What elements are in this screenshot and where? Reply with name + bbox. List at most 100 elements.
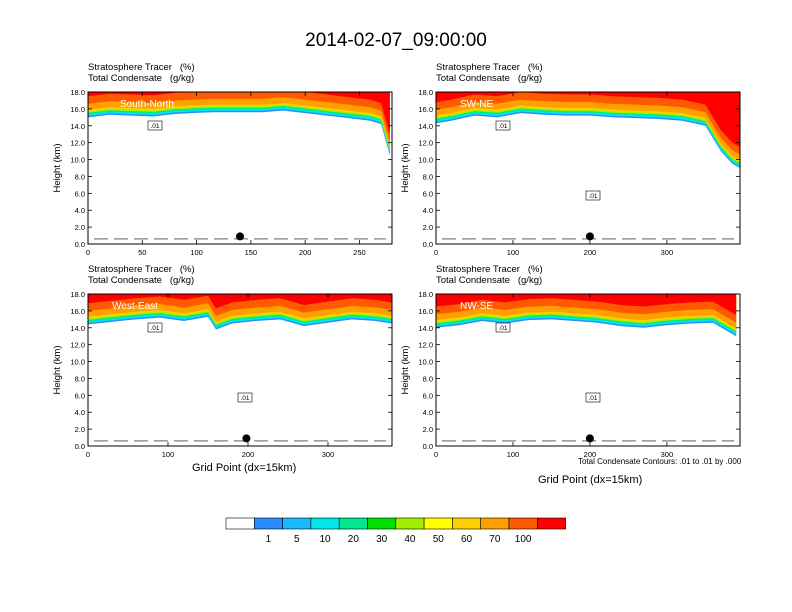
y-tick-label: 4.0: [75, 408, 85, 417]
y-tick-label: 0.0: [75, 442, 85, 451]
x-tick-label: 0: [86, 450, 90, 459]
y-tick-label: 14.0: [70, 122, 85, 131]
plot-frame: [87, 293, 393, 447]
location-marker: [236, 232, 244, 241]
contour-label: .01: [498, 325, 507, 332]
contour-label: .01: [498, 123, 507, 130]
y-tick-label: 18.0: [418, 88, 433, 97]
y-tick-label: 18.0: [70, 290, 85, 299]
panel-2: 0.0 2.0 4.0 6.0 8.0 10.0 12.0 14.0 16.0 18.0 0 100 2…: [400, 88, 741, 257]
y-tick-label: 0.0: [423, 240, 433, 249]
panel-3-xlabel: Grid Point (dx=15km): [192, 462, 297, 474]
y-tick-label: 4.0: [423, 206, 433, 215]
colorbar-swatch: [338, 517, 368, 530]
x-tick-label: 0: [434, 248, 438, 257]
contour-label: .01: [588, 395, 597, 402]
y-tick-label: 12.0: [70, 139, 85, 148]
y-tick-label: 12.0: [70, 341, 85, 350]
colorbar-swatch: [282, 517, 312, 530]
x-tick-label: 200: [584, 450, 597, 459]
y-tick-label: 16.0: [418, 105, 433, 114]
y-axis-label: Height (km): [52, 345, 63, 394]
tracer-band: [436, 92, 740, 147]
direction-label: NW-SE: [460, 301, 493, 312]
y-tick-label: 6.0: [75, 189, 85, 198]
plot-frame: [87, 91, 393, 245]
contour-label-box: [585, 392, 601, 403]
plot-frame: [435, 293, 741, 447]
y-axis-label: Height (km): [400, 143, 411, 192]
panel-3: 0.0 2.0 4.0 6.0 8.0 10.0 12.0 14.0 16.0 18.0 0 100 2…: [52, 290, 393, 459]
colorbar-label: 70: [489, 534, 501, 545]
contour-label: .01: [588, 193, 597, 200]
colorbar-label: 5: [293, 534, 300, 545]
x-tick-label: 300: [661, 248, 674, 257]
contour-label-box: [585, 190, 601, 201]
y-axis-label: Height (km): [400, 345, 411, 394]
x-tick-label: 100: [507, 248, 520, 257]
y-tick-label: 10.0: [418, 358, 433, 367]
y-tick-label: 2.0: [75, 223, 85, 232]
colorbar-label: 10: [319, 534, 331, 545]
colorbar-label: 50: [432, 534, 444, 545]
y-tick-label: 14.0: [418, 324, 433, 333]
panel-3-field-label: Stratosphere Tracer (%) Total Condensate…: [88, 264, 195, 286]
y-tick-label: 18.0: [70, 88, 85, 97]
y-tick-label: 6.0: [423, 391, 433, 400]
location-marker: [585, 434, 594, 443]
y-tick-label: 2.0: [423, 425, 433, 434]
y-tick-label: 18.0: [418, 290, 433, 299]
y-tick-label: 8.0: [423, 172, 433, 181]
tracer-band: [88, 294, 392, 309]
colorbar-swatch: [310, 517, 340, 530]
page-title: 2014-02-07_09:00:00: [305, 30, 487, 51]
y-tick-label: 16.0: [70, 105, 85, 114]
tracer-band: [436, 294, 737, 316]
contour-label-box: [495, 322, 511, 333]
x-tick-label: 200: [584, 248, 597, 257]
colorbar-label: 100: [514, 534, 532, 545]
colorbar-swatch: [423, 517, 453, 530]
x-tick-label: 150: [245, 248, 258, 257]
colorbar-swatch: [395, 517, 425, 530]
colorbar-swatch: [367, 517, 397, 530]
y-tick-label: 10.0: [418, 156, 433, 165]
y-tick-label: 8.0: [75, 172, 85, 181]
contour-label: .01: [240, 395, 249, 402]
contour-label: .01: [150, 123, 159, 130]
y-tick-label: 10.0: [70, 358, 85, 367]
x-tick-label: 200: [299, 248, 312, 257]
tracer-band: [436, 92, 740, 161]
colorbar-swatch: [225, 517, 255, 530]
panel-4-field-label: Stratosphere Tracer (%) Total Condensate…: [436, 264, 543, 286]
panel-1: 0.0 2.0 4.0 6.0 8.0 10.0 12.0 14.0 16.0 18.0 0 50 10…: [52, 88, 393, 257]
x-tick-label: 300: [661, 450, 674, 459]
y-tick-label: 2.0: [75, 425, 85, 434]
y-tick-label: 4.0: [423, 408, 433, 417]
colorbar-label: 40: [404, 534, 416, 545]
panel-1-field-label: Stratosphere Tracer (%) Total Condensate…: [88, 62, 195, 84]
x-tick-label: 250: [353, 248, 366, 257]
contour-label-box: [147, 120, 163, 131]
plot-frame: [435, 91, 741, 245]
colorbar-label: 1: [265, 534, 272, 545]
colorbar-label: 30: [376, 534, 388, 545]
y-tick-label: 12.0: [418, 139, 433, 148]
y-tick-label: 6.0: [75, 391, 85, 400]
contour-label-box: [237, 392, 253, 403]
x-tick-label: 200: [242, 450, 255, 459]
y-tick-label: 8.0: [423, 374, 433, 383]
y-tick-label: 8.0: [75, 374, 85, 383]
y-tick-label: 0.0: [423, 442, 433, 451]
direction-label: West-East: [112, 301, 158, 312]
y-tick-label: 10.0: [70, 156, 85, 165]
colorbar-swatch: [480, 517, 510, 530]
contour-note: Total Condensate Contours: .01 to .01 by…: [578, 457, 742, 466]
x-tick-label: 100: [190, 248, 203, 257]
y-tick-label: 2.0: [423, 223, 433, 232]
location-marker: [585, 232, 594, 241]
direction-label: SW-NE: [460, 99, 493, 110]
panel-2-field-label: Stratosphere Tracer (%) Total Condensate…: [436, 62, 543, 84]
x-tick-label: 0: [86, 248, 90, 257]
